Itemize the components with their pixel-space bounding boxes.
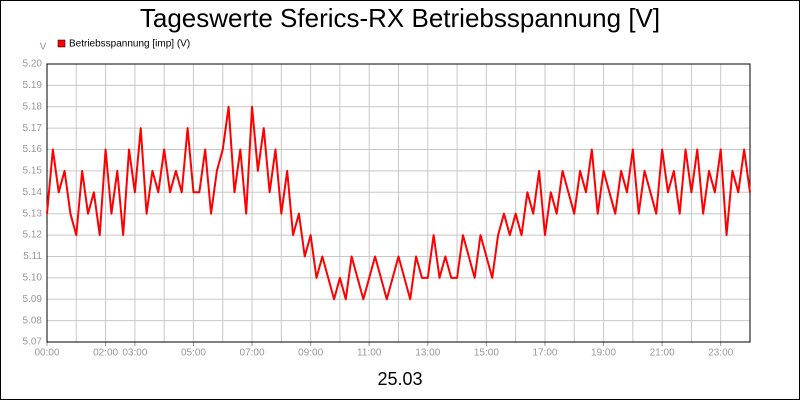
x-tick-label: 03:00 — [122, 348, 147, 359]
legend-swatch — [57, 39, 66, 48]
y-tick-label: 5.12 — [23, 230, 43, 241]
y-axis-label: V — [40, 42, 47, 53]
y-tick-label: 5.16 — [23, 144, 43, 155]
y-tick-label: 5.20 — [23, 59, 43, 70]
legend-label: Betriebsspannung [imp] (V) — [69, 39, 190, 50]
x-tick-label: 13:00 — [415, 348, 440, 359]
y-tick-label: 5.17 — [23, 123, 43, 134]
y-tick-label: 5.18 — [23, 101, 43, 112]
data-line — [46, 105, 751, 301]
y-tick-label: 5.07 — [23, 337, 43, 348]
x-tick-label: 23:00 — [708, 348, 733, 359]
y-tick-label: 5.11 — [23, 251, 42, 262]
y-tick-label: 5.19 — [23, 80, 43, 91]
y-tick-label: 5.09 — [23, 294, 43, 305]
y-tick-label: 5.10 — [23, 272, 43, 283]
x-tick-label: 05:00 — [181, 348, 206, 359]
x-axis-label: 25.03 — [377, 369, 422, 389]
x-tick-label: 21:00 — [650, 348, 675, 359]
x-tick-label: 09:00 — [298, 348, 323, 359]
x-tick-label: 00:00 — [34, 348, 59, 359]
x-tick-label: 11:00 — [357, 348, 382, 359]
y-tick-label: 5.13 — [23, 208, 43, 219]
x-tick-label: 15:00 — [474, 348, 499, 359]
x-tick-label: 19:00 — [591, 348, 616, 359]
x-tick-label: 07:00 — [240, 348, 265, 359]
x-tick-label: 17:00 — [532, 348, 557, 359]
y-tick-label: 5.14 — [23, 187, 43, 198]
y-tick-label: 5.08 — [23, 315, 43, 326]
y-tick-label: 5.15 — [23, 166, 43, 177]
x-tick-label: 02:00 — [93, 348, 118, 359]
chart-title: Tageswerte Sferics-RX Betriebsspannung [… — [140, 3, 660, 33]
